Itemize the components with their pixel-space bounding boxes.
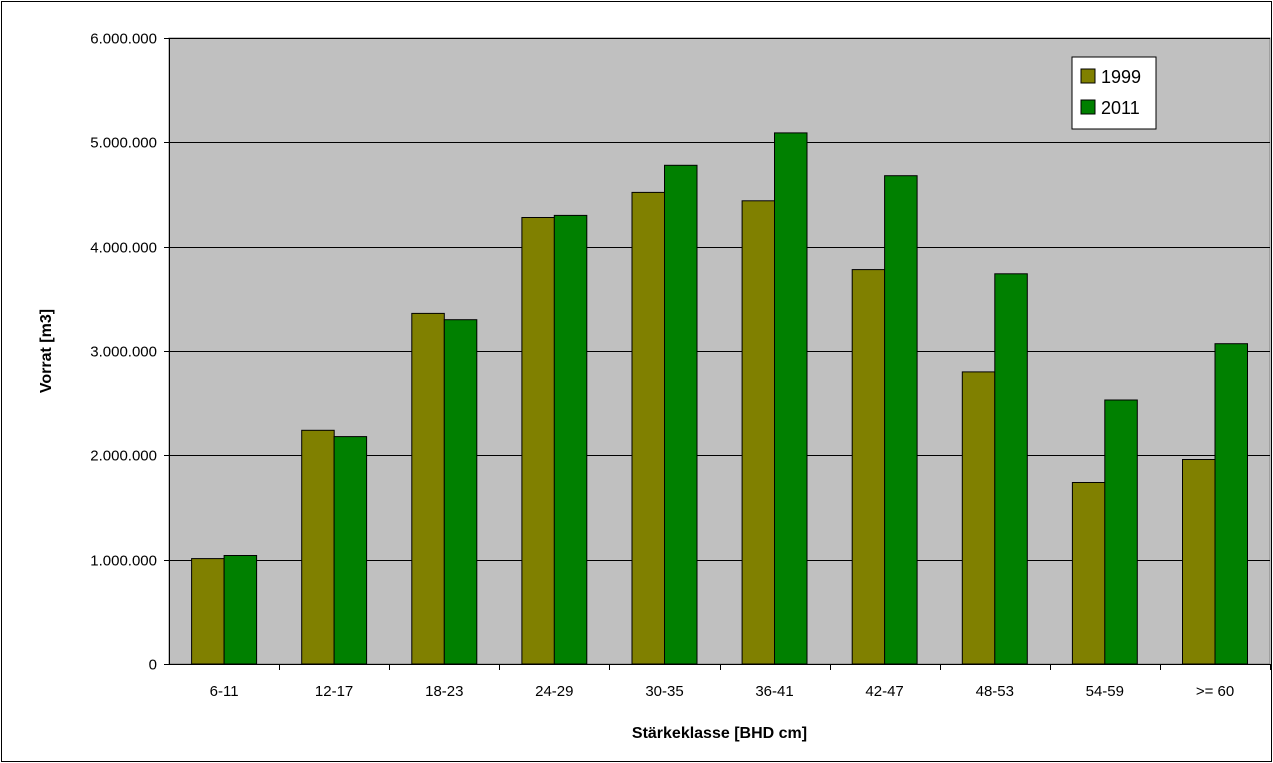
x-tick-label: 30-35 [645,683,683,700]
bars [191,132,1248,665]
y-axis-title: Vorrat [m3] [38,309,55,393]
bar-2011-30-35 [664,164,698,665]
y-tick-label: 4.000.000 [90,240,157,257]
y-tick-label: 5.000.000 [90,135,157,152]
x-tick-label: 6-11 [210,683,239,700]
x-tick-label: 36-41 [755,683,793,700]
bar-1999->= 60 [1182,459,1216,665]
legend-label-1999: 1999 [1101,67,1141,87]
legend-swatch-2011 [1080,99,1096,115]
x-tick-label: >= 60 [1196,683,1234,700]
bar-1999-54-59 [1071,482,1106,665]
bar-1999-42-47 [851,269,886,665]
y-tick-label: 0 [149,657,157,674]
bar-2011-36-41 [774,132,808,665]
x-tick-label: 54-59 [1086,683,1124,700]
x-axis-title: Stärkeklasse [BHD cm] [632,725,807,742]
bar-1999-48-53 [961,371,996,665]
bar-2011-42-47 [884,175,918,665]
bar-1999-18-23 [411,312,445,665]
bar-2011-24-29 [553,214,588,665]
bar-2011-54-59 [1104,399,1138,665]
bar-2011-18-23 [443,319,478,665]
y-tick-label: 3.000.000 [90,344,157,361]
x-tick-label: 18-23 [425,683,463,700]
bar-2011->= 60 [1214,343,1248,665]
bar-1999-6-11 [191,558,225,665]
bar-1999-30-35 [631,191,665,665]
bar-1999-24-29 [521,217,555,665]
bar-1999-36-41 [741,200,776,665]
y-tick-label: 1.000.000 [90,553,157,570]
y-tick-label: 6.000.000 [90,31,157,48]
tick-labels: 0 1.000.000 2.000.000 3.000.000 4.000.000 5.0… [90,31,1234,701]
y-tick-label: 2.000.000 [90,448,157,465]
bar-2011-12-17 [333,436,368,665]
bar-2011-6-11 [223,555,258,665]
legend-swatch-1999 [1080,68,1096,84]
x-tick-label: 12-17 [315,683,353,700]
axes [164,38,1271,670]
x-tick-label: 24-29 [535,683,573,700]
x-tick-label: 42-47 [865,683,903,700]
legend: 1999 2011 [1071,56,1157,130]
bar-2011-48-53 [994,273,1028,665]
legend-label-2011: 2011 [1101,98,1140,118]
bar-1999-12-17 [301,429,335,665]
x-tick-label: 48-53 [976,683,1014,700]
